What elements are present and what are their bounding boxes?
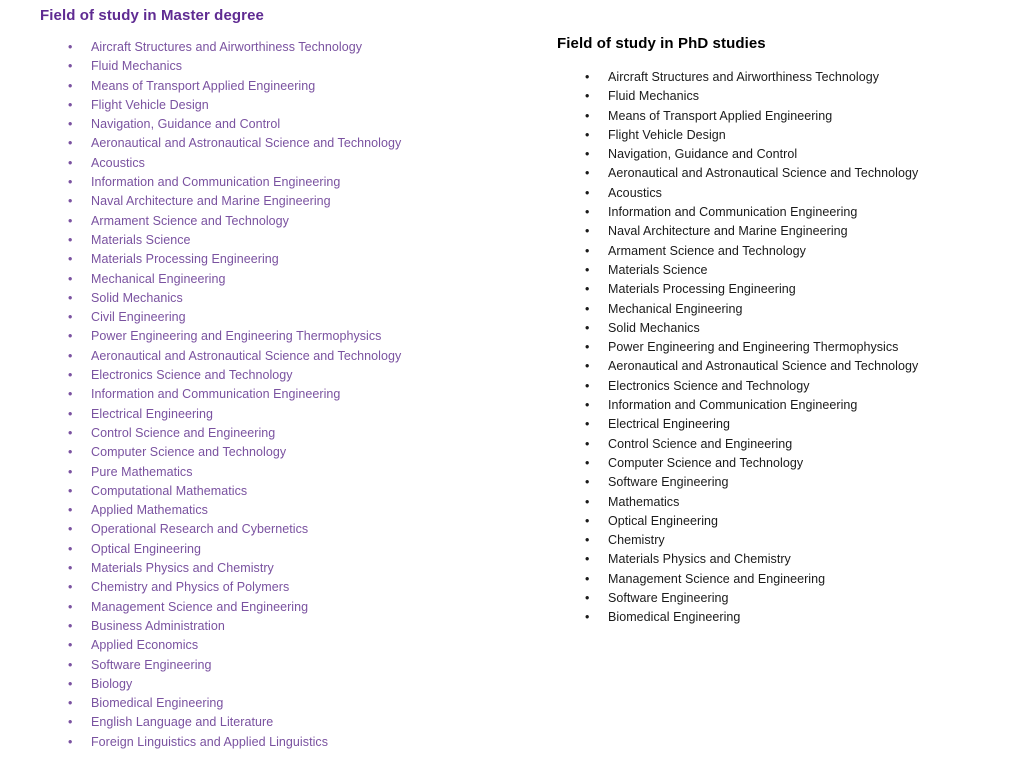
phd-field-list: Aircraft Structures and Airworthiness Te… [585, 68, 918, 628]
list-item: Solid Mechanics [585, 319, 918, 339]
list-item: Naval Architecture and Marine Engineerin… [68, 192, 401, 212]
list-item: Electronics Science and Technology [585, 377, 918, 397]
list-item: Means of Transport Applied Engineering [68, 77, 401, 97]
list-item: Acoustics [585, 184, 918, 204]
list-item: Information and Communication Engineerin… [68, 173, 401, 193]
list-item: Solid Mechanics [68, 289, 401, 309]
list-item: Materials Physics and Chemistry [68, 559, 401, 579]
list-item: Software Engineering [585, 473, 918, 493]
list-item: Software Engineering [68, 656, 401, 676]
list-item: Mathematics [585, 493, 918, 513]
list-item: Aircraft Structures and Airworthiness Te… [585, 68, 918, 88]
master-degree-field-list: Aircraft Structures and Airworthiness Te… [68, 38, 401, 752]
list-item: Navigation, Guidance and Control [585, 145, 918, 165]
list-item: Biology [68, 675, 401, 695]
list-item: Materials Science [68, 231, 401, 251]
list-item: Mechanical Engineering [585, 300, 918, 320]
list-item: Navigation, Guidance and Control [68, 115, 401, 135]
list-item: Flight Vehicle Design [68, 96, 401, 116]
list-item: Aeronautical and Astronautical Science a… [68, 347, 401, 367]
list-item: Materials Processing Engineering [585, 280, 918, 300]
list-item: Armament Science and Technology [68, 212, 401, 232]
list-item: English Language and Literature [68, 713, 401, 733]
list-item: Electrical Engineering [585, 415, 918, 435]
list-item: Optical Engineering [68, 540, 401, 560]
list-item: Materials Processing Engineering [68, 250, 401, 270]
list-item: Information and Communication Engineerin… [68, 385, 401, 405]
list-item: Materials Science [585, 261, 918, 281]
list-item: Power Engineering and Engineering Thermo… [68, 327, 401, 347]
list-item: Biomedical Engineering [68, 694, 401, 714]
list-item: Chemistry and Physics of Polymers [68, 578, 401, 598]
list-item: Biomedical Engineering [585, 608, 918, 628]
list-item: Pure Mathematics [68, 463, 401, 483]
list-item: Acoustics [68, 154, 401, 174]
list-item: Civil Engineering [68, 308, 401, 328]
list-item: Aircraft Structures and Airworthiness Te… [68, 38, 401, 58]
list-item: Software Engineering [585, 589, 918, 609]
list-item: Electronics Science and Technology [68, 366, 401, 386]
list-item: Operational Research and Cybernetics [68, 520, 401, 540]
list-item: Aeronautical and Astronautical Science a… [585, 164, 918, 184]
list-item: Business Administration [68, 617, 401, 637]
list-item: Management Science and Engineering [68, 598, 401, 618]
list-item: Means of Transport Applied Engineering [585, 107, 918, 127]
list-item: Control Science and Engineering [68, 424, 401, 444]
list-item: Computational Mathematics [68, 482, 401, 502]
list-item: Materials Physics and Chemistry [585, 550, 918, 570]
list-item: Power Engineering and Engineering Thermo… [585, 338, 918, 358]
list-item: Control Science and Engineering [585, 435, 918, 455]
phd-section-title: Field of study in PhD studies [557, 35, 766, 52]
list-item: Fluid Mechanics [68, 57, 401, 77]
list-item: Information and Communication Engineerin… [585, 203, 918, 223]
list-item: Optical Engineering [585, 512, 918, 532]
list-item: Computer Science and Technology [68, 443, 401, 463]
list-item: Foreign Linguistics and Applied Linguist… [68, 733, 401, 753]
list-item: Computer Science and Technology [585, 454, 918, 474]
list-item: Naval Architecture and Marine Engineerin… [585, 222, 918, 242]
list-item: Applied Mathematics [68, 501, 401, 521]
list-item: Electrical Engineering [68, 405, 401, 425]
list-item: Aeronautical and Astronautical Science a… [585, 357, 918, 377]
list-item: Mechanical Engineering [68, 270, 401, 290]
list-item: Flight Vehicle Design [585, 126, 918, 146]
list-item: Applied Economics [68, 636, 401, 656]
list-item: Management Science and Engineering [585, 570, 918, 590]
list-item: Information and Communication Engineerin… [585, 396, 918, 416]
list-item: Chemistry [585, 531, 918, 551]
master-degree-section-title: Field of study in Master degree [40, 7, 264, 24]
list-item: Aeronautical and Astronautical Science a… [68, 134, 401, 154]
list-item: Fluid Mechanics [585, 87, 918, 107]
list-item: Armament Science and Technology [585, 242, 918, 262]
